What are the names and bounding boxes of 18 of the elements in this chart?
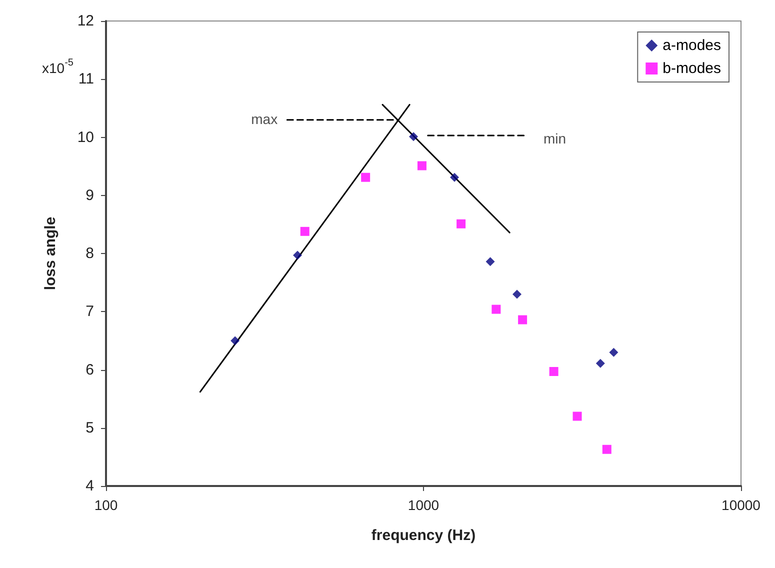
annotation: max <box>251 110 278 127</box>
y-tick-label: 10 <box>77 128 94 146</box>
y-axis-title: loss angle <box>42 216 59 290</box>
y-tick-label: 9 <box>86 186 94 204</box>
y-tick-label: 12 <box>77 12 94 30</box>
x-axis-title: frequency (Hz) <box>371 527 476 544</box>
y-tick-label: 5 <box>86 419 94 436</box>
legend-label: b-modes <box>662 60 721 77</box>
y-tick-label: 11 <box>78 70 94 88</box>
y-tick-label: 4 <box>86 478 94 494</box>
y-tick-label: 7 <box>86 303 94 320</box>
x-tick-label: 10000 <box>722 497 761 513</box>
y-tick-label: 8 <box>86 245 94 262</box>
x-tick-label: 100 <box>94 497 118 513</box>
legend-label: a-modes <box>662 37 721 54</box>
x-tick-label: 1000 <box>408 497 440 513</box>
y-tick-label: 6 <box>86 361 94 378</box>
annotation: min <box>543 130 566 147</box>
